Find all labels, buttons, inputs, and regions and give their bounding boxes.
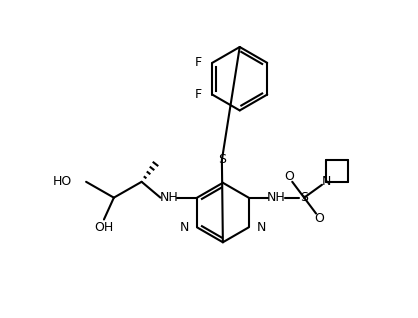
Text: HO: HO — [53, 175, 72, 188]
Text: N: N — [180, 221, 189, 234]
Text: NH: NH — [160, 191, 179, 204]
Text: S: S — [300, 191, 308, 204]
Text: NH: NH — [267, 191, 286, 204]
Text: OH: OH — [94, 221, 114, 234]
Text: F: F — [195, 56, 202, 69]
Text: N: N — [321, 175, 331, 188]
Text: F: F — [195, 88, 202, 101]
Text: S: S — [218, 154, 226, 167]
Text: O: O — [314, 212, 324, 225]
Text: O: O — [284, 170, 294, 183]
Text: N: N — [257, 221, 266, 234]
